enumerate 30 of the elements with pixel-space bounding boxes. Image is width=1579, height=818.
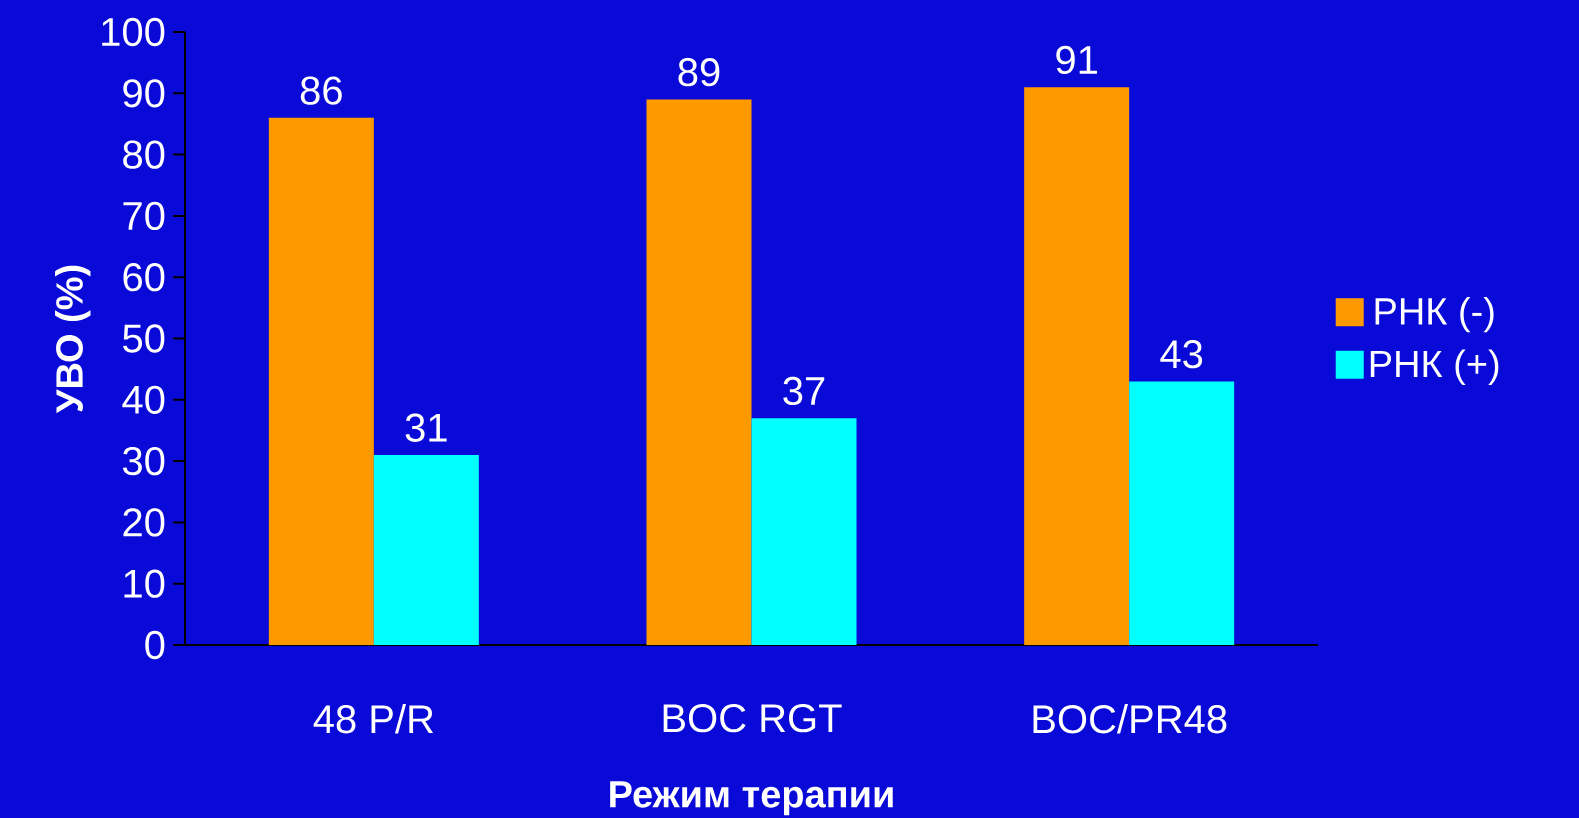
y-tick-label: 0 xyxy=(145,630,165,660)
legend-label: РНК (+) xyxy=(1370,349,1499,385)
data-label: 89 xyxy=(678,58,720,87)
y-tick-label: 10 xyxy=(124,569,165,598)
y-tick-label: 20 xyxy=(123,508,165,537)
bar xyxy=(646,99,752,645)
x-tick-label: 48 P/R xyxy=(313,704,434,734)
bar xyxy=(1129,381,1235,645)
x-tick-label: BOC RGT xyxy=(663,704,842,733)
x-tick-label: BOC/PR48 xyxy=(1033,704,1227,734)
y-tick-label: 30 xyxy=(122,446,165,476)
x-axis-title: Режим терапии xyxy=(610,781,893,816)
bar xyxy=(373,454,479,645)
legend-label: РНК (-) xyxy=(1375,296,1494,333)
y-tick-label: 40 xyxy=(122,385,165,414)
y-axis-title: УВО (%) xyxy=(55,265,91,414)
bar xyxy=(1024,87,1130,645)
bar xyxy=(268,117,374,645)
y-tick-label: 50 xyxy=(123,324,165,353)
y-tick-label: 80 xyxy=(123,140,165,169)
data-label: 31 xyxy=(405,413,447,442)
data-label: 91 xyxy=(1056,45,1097,75)
data-label: 37 xyxy=(783,376,825,406)
data-label: 43 xyxy=(1160,340,1203,369)
y-tick-label: 90 xyxy=(123,79,165,108)
y-tick-label: 100 xyxy=(102,17,165,47)
y-tick-label: 60 xyxy=(123,263,165,292)
data-label: 86 xyxy=(300,76,342,105)
y-tick-label: 70 xyxy=(123,201,165,231)
bar xyxy=(751,418,857,645)
